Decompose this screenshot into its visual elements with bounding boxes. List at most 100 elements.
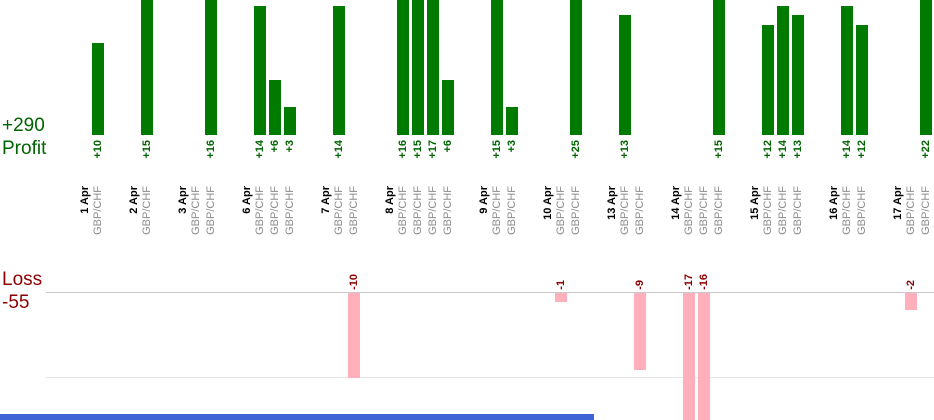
loss-zero-line [46,292,934,293]
loss-bar [634,293,646,370]
x-axis-symbol-label: GBP/CHF [412,186,424,235]
profit-bar [269,80,281,135]
profit-bar [92,43,104,135]
x-axis-symbol-label: GBP/CHF [856,186,868,235]
profit-value-label: +14 [777,140,789,159]
x-axis-date-label: 3 Apr [177,186,189,214]
x-axis-symbol-label: GBP/CHF [190,186,202,235]
profit-value-label: +6 [269,140,281,153]
profit-bar [333,6,345,135]
profit-value-label: +15 [491,140,503,159]
x-axis-symbol-label: GBP/CHF [792,186,804,235]
loss-bar [698,293,710,420]
profit-value-label: +12 [762,140,774,159]
profit-bar [777,6,789,135]
x-axis-date-label: 6 Apr [241,186,253,214]
loss-value-label: -16 [698,274,710,290]
x-axis-date-label: 17 Apr [892,186,904,220]
profit-bar [427,0,439,135]
loss-gridline [46,377,934,378]
profit-value-label: +15 [412,140,424,159]
profit-bar [570,0,582,135]
x-axis-symbol-label: GBP/CHF [713,186,725,235]
x-axis-date-label: 14 Apr [670,186,682,220]
profit-label: Profit [2,138,47,159]
profit-value-label: +13 [619,140,631,159]
x-axis-date-label: 1 Apr [79,186,91,214]
x-axis-symbol-label: GBP/CHF [506,186,518,235]
loss-value-label: -2 [905,280,917,290]
loss-bar [683,293,695,420]
profit-bar [284,107,296,135]
loss-bar [905,293,917,310]
profit-bar [506,107,518,135]
profit-value-label: +17 [427,140,439,159]
loss-bar [348,293,360,378]
x-axis-date-label: 13 Apr [606,186,618,220]
profit-bar [254,6,266,135]
profit-bar [841,6,853,135]
x-axis-symbol-label: GBP/CHF [442,186,454,235]
x-axis-date-label: 2 Apr [128,186,140,214]
loss-value-label: -17 [683,274,695,290]
profit-bar [713,0,725,135]
x-axis-symbol-label: GBP/CHF [397,186,409,235]
x-axis-date-label: 10 Apr [542,186,554,220]
profit-value-label: +15 [141,140,153,159]
horizontal-scrollbar-thumb[interactable] [0,414,594,420]
profit-value-label: +3 [506,140,518,153]
profit-value-label: +16 [397,140,409,159]
profit-bar [205,0,217,135]
loss-total: -55 [2,292,30,313]
x-axis-symbol-label: GBP/CHF [555,186,567,235]
x-axis-date-label: 9 Apr [478,186,490,214]
profit-value-label: +6 [442,140,454,153]
loss-label: Loss [2,269,43,290]
loss-bar [555,293,567,302]
x-axis-symbol-label: GBP/CHF [269,186,281,235]
x-axis-symbol-label: GBP/CHF [634,186,646,235]
x-axis-symbol-label: GBP/CHF [205,186,217,235]
profit-value-label: +3 [284,140,296,153]
x-axis-symbol-label: GBP/CHF [619,186,631,235]
profit-bar [920,0,932,135]
x-axis-symbol-label: GBP/CHF [491,186,503,235]
profit-value-label: +16 [205,140,217,159]
profit-value-label: +13 [792,140,804,159]
x-axis-symbol-label: GBP/CHF [920,186,932,235]
profit-bar [141,0,153,135]
x-axis-symbol-label: GBP/CHF [284,186,296,235]
profit-value-label: +10 [92,140,104,159]
x-axis-symbol-label: GBP/CHF [777,186,789,235]
loss-value-label: -10 [348,274,360,290]
x-axis-symbol-label: GBP/CHF [905,186,917,235]
x-axis-symbol-label: GBP/CHF [333,186,345,235]
profit-total: +290 [2,115,45,136]
profit-bar [856,25,868,135]
profit-bar [792,15,804,135]
x-axis-symbol-label: GBP/CHF [141,186,153,235]
x-axis-symbol-label: GBP/CHF [348,186,360,235]
x-axis-date-label: 16 Apr [828,186,840,220]
profit-value-label: +14 [254,140,266,159]
profit-bar [397,0,409,135]
profit-value-label: +14 [333,140,345,159]
profit-value-label: +25 [570,140,582,159]
profit-bar [762,25,774,135]
x-axis-symbol-label: GBP/CHF [841,186,853,235]
profit-value-label: +14 [841,140,853,159]
x-axis-symbol-label: GBP/CHF [762,186,774,235]
profit-bar [491,0,503,135]
x-axis-symbol-label: GBP/CHF [570,186,582,235]
x-axis-symbol-label: GBP/CHF [92,186,104,235]
x-axis-symbol-label: GBP/CHF [427,186,439,235]
x-axis-symbol-label: GBP/CHF [254,186,266,235]
profit-bar [442,80,454,135]
x-axis-symbol-label: GBP/CHF [698,186,710,235]
loss-value-label: -9 [634,280,646,290]
profit-value-label: +12 [856,140,868,159]
x-axis-date-label: 7 Apr [320,186,332,214]
profit-value-label: +22 [920,140,932,159]
loss-value-label: -1 [555,280,567,290]
